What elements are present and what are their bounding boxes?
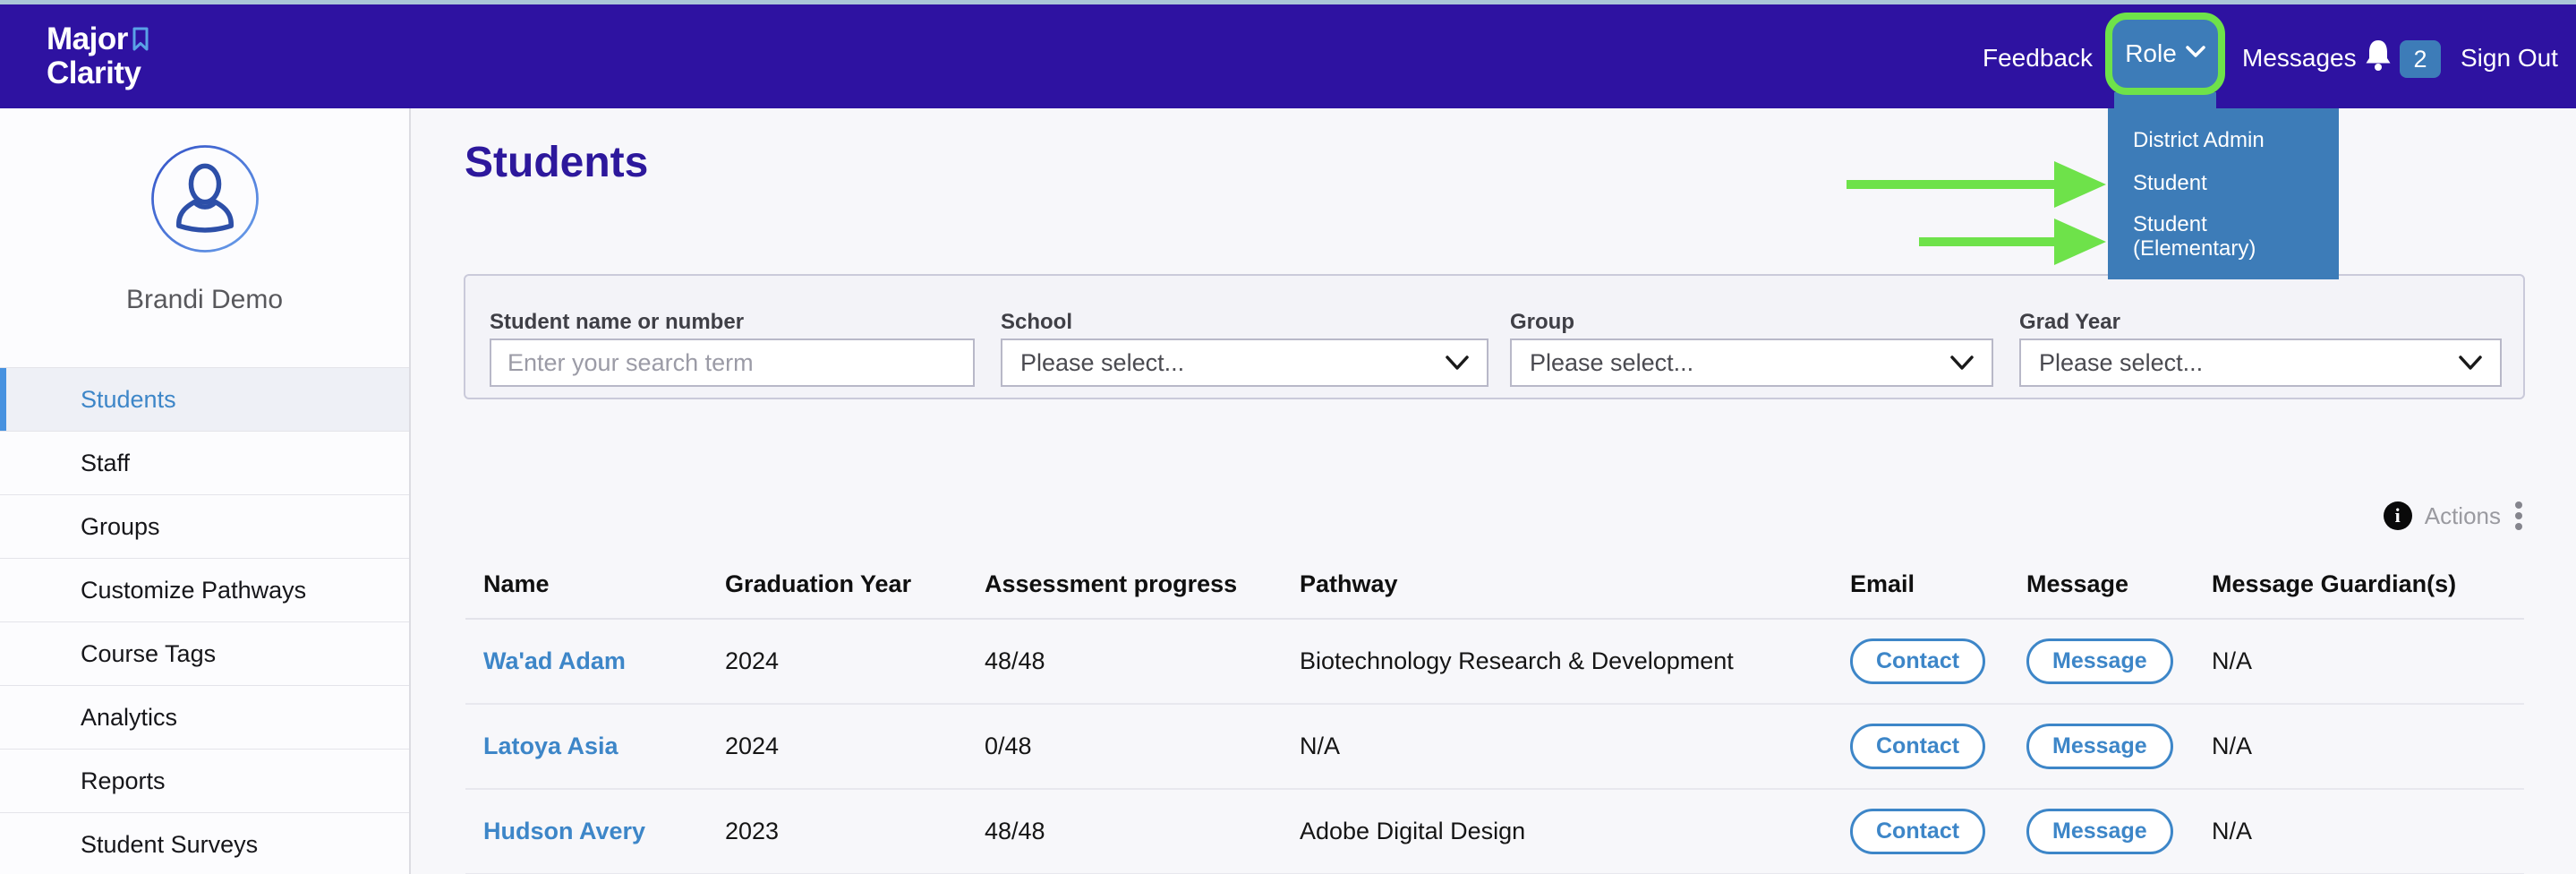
notification-bell-icon[interactable] xyxy=(2364,39,2393,77)
message-button[interactable]: Message xyxy=(2026,809,2173,854)
sidebar-item-groups[interactable]: Groups xyxy=(0,495,409,559)
student-search-field xyxy=(490,338,975,387)
column-header-email: Email xyxy=(1850,570,1915,597)
graduation-year-cell: 2024 xyxy=(725,647,780,674)
majorclarity-logo[interactable]: Major Clarity xyxy=(47,21,150,90)
sidebar-item-reports[interactable]: Reports xyxy=(0,750,409,813)
school-select-value: Please select... xyxy=(1020,348,1185,376)
message-button[interactable]: Message xyxy=(2026,638,2173,684)
chevron-down-icon xyxy=(2459,349,2482,377)
graduation-year-cell: 2024 xyxy=(725,733,780,759)
assessment-progress-cell: 0/48 xyxy=(985,733,1032,759)
sidebar-item-label: Course Tags xyxy=(81,639,217,667)
student-name-filter-label: Student name or number xyxy=(490,310,745,334)
sidebar-item-label: Analytics xyxy=(81,703,178,731)
user-name: Brandi Demo xyxy=(125,285,284,314)
pathway-cell: Adobe Digital Design xyxy=(1300,818,1526,844)
kebab-menu-icon[interactable] xyxy=(2513,500,2524,532)
logo-text-major: Major xyxy=(47,21,128,56)
actions-button[interactable]: Actions xyxy=(2424,501,2501,529)
info-icon[interactable]: i xyxy=(2383,501,2412,530)
chevron-down-icon xyxy=(1950,349,1974,377)
role-menu-item-district-admin[interactable]: District Admin xyxy=(2133,128,2265,152)
grad-year-select[interactable]: Please select... xyxy=(2019,338,2502,387)
student-name-link[interactable]: Wa'ad Adam xyxy=(483,647,626,674)
role-dropdown-menu: District Admin Student Student (Elementa… xyxy=(2108,108,2339,279)
column-header-name: Name xyxy=(483,570,550,597)
student-search-input[interactable] xyxy=(491,340,973,385)
pathway-cell: Biotechnology Research & Development xyxy=(1300,647,1734,674)
table-header-row: Name Graduation Year Assessment progress… xyxy=(465,551,2524,620)
annotation-arrow-to-student xyxy=(1847,161,2106,208)
sidebar-item-course-tags[interactable]: Course Tags xyxy=(0,622,409,686)
column-header-assessment-progress: Assessment progress xyxy=(985,570,1238,597)
role-dropdown-button[interactable]: Role xyxy=(2105,13,2225,95)
column-header-message-guardians: Message Guardian(s) xyxy=(2212,570,2457,597)
graduation-year-cell: 2023 xyxy=(725,818,780,844)
school-select[interactable]: Please select... xyxy=(1001,338,1488,387)
annotation-arrow-to-student-elementary xyxy=(1919,218,2106,265)
message-button[interactable]: Message xyxy=(2026,724,2173,769)
sidebar-item-customize-pathways[interactable]: Customize Pathways xyxy=(0,559,409,622)
grad-year-select-value: Please select... xyxy=(2039,348,2204,376)
role-dropdown-connector xyxy=(2114,92,2216,109)
sidebar-item-label: Staff xyxy=(81,449,131,476)
actions-row: i Actions xyxy=(2383,500,2524,532)
sidebar-item-staff[interactable]: Staff xyxy=(0,432,409,495)
chevron-down-icon xyxy=(1446,349,1469,377)
assessment-progress-cell: 48/48 xyxy=(985,818,1045,844)
sidebar-item-student-surveys[interactable]: Student Surveys xyxy=(0,813,409,874)
student-name-link[interactable]: Hudson Avery xyxy=(483,818,646,844)
sidebar-item-analytics[interactable]: Analytics xyxy=(0,686,409,750)
sidebar-item-students[interactable]: Students xyxy=(0,368,409,432)
page-title: Students xyxy=(465,139,649,186)
sidebar-item-label: Students xyxy=(81,385,176,413)
message-guardian-cell: N/A xyxy=(2212,733,2253,759)
notification-count-badge[interactable]: 2 xyxy=(2400,40,2441,78)
column-header-graduation-year: Graduation Year xyxy=(725,570,912,597)
student-name-link[interactable]: Latoya Asia xyxy=(483,733,618,759)
user-avatar-icon[interactable] xyxy=(148,141,262,261)
pathway-cell: N/A xyxy=(1300,733,1341,759)
active-item-indicator xyxy=(0,368,6,431)
sidebar-item-label: Groups xyxy=(81,512,160,540)
contact-button[interactable]: Contact xyxy=(1850,809,1986,854)
grad-year-filter-label: Grad Year xyxy=(2019,310,2120,334)
contact-button[interactable]: Contact xyxy=(1850,724,1986,769)
table-row: Hudson Avery 2023 48/48 Adobe Digital De… xyxy=(465,790,2524,874)
chevron-down-icon xyxy=(2186,45,2205,63)
filter-bar: Student name or number School Please sel… xyxy=(464,274,2525,399)
feedback-link[interactable]: Feedback xyxy=(1983,44,2093,72)
sidebar-item-label: Reports xyxy=(81,767,166,794)
column-header-message: Message xyxy=(2026,570,2129,597)
group-select[interactable]: Please select... xyxy=(1510,338,1993,387)
school-filter-label: School xyxy=(1001,310,1073,334)
group-select-value: Please select... xyxy=(1530,348,1694,376)
role-menu-item-student-elementary[interactable]: Student (Elementary) xyxy=(2133,212,2256,261)
sidebar-item-label: Student Surveys xyxy=(81,830,259,858)
table-row: Wa'ad Adam 2024 48/48 Biotechnology Rese… xyxy=(465,620,2524,705)
bookmark-icon xyxy=(131,26,150,58)
group-filter-label: Group xyxy=(1510,310,1574,334)
role-button-label: Role xyxy=(2125,39,2177,67)
message-guardian-cell: N/A xyxy=(2212,818,2253,844)
sidebar-item-label: Customize Pathways xyxy=(81,576,307,604)
messages-link[interactable]: Messages xyxy=(2242,44,2357,72)
assessment-progress-cell: 48/48 xyxy=(985,647,1045,674)
column-header-pathway: Pathway xyxy=(1300,570,1398,597)
contact-button[interactable]: Contact xyxy=(1850,638,1986,684)
sidebar-menu: Students Staff Groups Customize Pathways… xyxy=(0,367,409,874)
message-guardian-cell: N/A xyxy=(2212,647,2253,674)
logo-text-clarity: Clarity xyxy=(47,56,141,90)
sidebar: Brandi Demo Students Staff Groups Custom… xyxy=(0,108,411,874)
table-row: Latoya Asia 2024 0/48 N/A Contact Messag… xyxy=(465,705,2524,790)
students-table: Name Graduation Year Assessment progress… xyxy=(465,551,2524,874)
window-top-edge xyxy=(0,0,2576,4)
sign-out-link[interactable]: Sign Out xyxy=(2461,44,2558,72)
role-menu-item-student[interactable]: Student xyxy=(2133,171,2207,195)
